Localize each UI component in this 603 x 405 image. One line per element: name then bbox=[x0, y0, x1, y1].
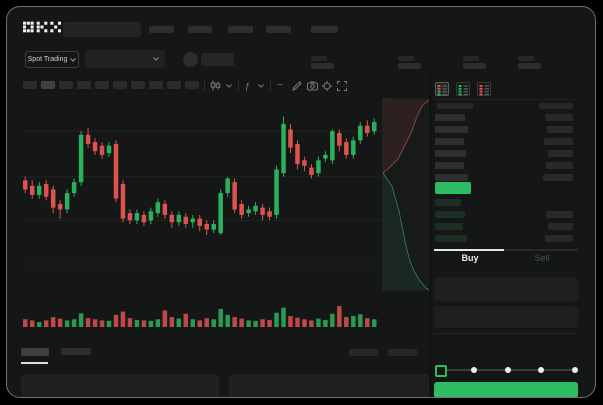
chevron-down-icon[interactable] bbox=[226, 79, 232, 92]
bid-amount bbox=[548, 223, 573, 230]
stat-value bbox=[518, 63, 541, 69]
timeframe-button[interactable] bbox=[95, 81, 109, 89]
stat-label bbox=[518, 56, 534, 61]
book-bids-view-icon[interactable] bbox=[456, 82, 470, 96]
chevron-down-icon bbox=[70, 57, 77, 62]
pair-selector[interactable] bbox=[85, 50, 165, 68]
bid-amount bbox=[545, 235, 573, 242]
bid-price[interactable] bbox=[435, 223, 463, 230]
depth-chart bbox=[382, 98, 429, 291]
slider-handle[interactable] bbox=[435, 365, 447, 377]
app-window: Spot Trading ƒ ~ Buy bbox=[6, 6, 596, 398]
market-type-label: Spot Trading bbox=[27, 56, 68, 63]
nav-item[interactable] bbox=[266, 26, 291, 33]
snapshot-icon[interactable] bbox=[307, 79, 318, 92]
candlestick-chart[interactable] bbox=[17, 97, 385, 333]
ask-price[interactable] bbox=[435, 126, 468, 133]
ask-price[interactable] bbox=[435, 138, 464, 145]
bottom-tab[interactable] bbox=[61, 348, 91, 355]
stat-value bbox=[463, 63, 486, 69]
nav-item[interactable] bbox=[228, 26, 253, 33]
stat-value bbox=[398, 63, 421, 69]
bottom-action[interactable] bbox=[388, 349, 417, 356]
nav-item[interactable] bbox=[188, 26, 212, 33]
chevron-down-icon bbox=[153, 57, 159, 61]
nav-item[interactable] bbox=[149, 26, 174, 33]
settings-icon[interactable] bbox=[322, 79, 332, 92]
timeframe-button[interactable] bbox=[113, 81, 127, 89]
stat-value bbox=[311, 63, 334, 69]
bid-price[interactable] bbox=[435, 211, 465, 218]
stat-label bbox=[398, 56, 414, 61]
bid-price[interactable] bbox=[435, 199, 461, 206]
line-style-icon[interactable]: ~ bbox=[277, 80, 283, 91]
slider-stop[interactable] bbox=[471, 367, 477, 373]
book-split-view-icon[interactable] bbox=[435, 82, 449, 96]
bottom-panel bbox=[21, 374, 219, 397]
candlestick-type-icon[interactable] bbox=[210, 79, 221, 92]
bottom-tab[interactable] bbox=[21, 348, 49, 356]
nav-item[interactable] bbox=[311, 26, 338, 33]
timeframe-button[interactable] bbox=[185, 81, 199, 89]
coin-icon bbox=[183, 52, 198, 67]
ask-price[interactable] bbox=[435, 114, 465, 121]
orderbook-col-header bbox=[539, 103, 573, 109]
slider-stop[interactable] bbox=[505, 367, 511, 373]
timeframe-button[interactable] bbox=[149, 81, 163, 89]
tab-sell[interactable]: Sell bbox=[534, 253, 550, 263]
ask-price[interactable] bbox=[435, 162, 464, 169]
timeframe-button[interactable] bbox=[59, 81, 73, 89]
tab-buy[interactable]: Buy bbox=[461, 253, 479, 263]
price-field[interactable] bbox=[434, 277, 578, 301]
pair-name-placeholder bbox=[201, 53, 234, 66]
indicators-icon[interactable]: ƒ bbox=[245, 80, 251, 91]
ask-price[interactable] bbox=[435, 174, 468, 181]
timeframe-button[interactable] bbox=[23, 81, 37, 89]
bid-price[interactable] bbox=[435, 235, 467, 242]
ask-amount bbox=[544, 138, 573, 145]
ask-amount bbox=[547, 126, 573, 133]
orderbook-col-header bbox=[437, 103, 473, 109]
chevron-down-icon[interactable] bbox=[258, 79, 264, 92]
ask-amount bbox=[546, 162, 573, 169]
stat-label bbox=[463, 56, 479, 61]
timeframe-button[interactable] bbox=[131, 81, 145, 89]
ask-amount bbox=[543, 174, 573, 181]
bottom-panel bbox=[229, 374, 429, 397]
active-tab-underline bbox=[21, 362, 48, 364]
slider-stop[interactable] bbox=[538, 367, 544, 373]
active-tab-indicator bbox=[434, 249, 504, 251]
slider-stop[interactable] bbox=[572, 367, 578, 373]
ask-amount bbox=[545, 114, 573, 121]
timeframe-button[interactable] bbox=[167, 81, 181, 89]
fullscreen-icon[interactable] bbox=[337, 79, 347, 92]
market-type-selector[interactable]: Spot Trading bbox=[25, 51, 79, 68]
bottom-action[interactable] bbox=[349, 349, 378, 356]
search-input[interactable] bbox=[63, 22, 141, 37]
amount-field[interactable] bbox=[434, 306, 578, 328]
buy-submit-button[interactable] bbox=[434, 382, 578, 397]
panel-divider bbox=[430, 73, 431, 397]
okx-logo bbox=[23, 21, 61, 33]
book-asks-view-icon[interactable] bbox=[477, 82, 491, 96]
bid-amount bbox=[546, 211, 573, 218]
ask-amount bbox=[548, 150, 573, 157]
last-price-badge[interactable] bbox=[435, 182, 471, 194]
timeframe-button[interactable] bbox=[77, 81, 91, 89]
ask-price[interactable] bbox=[435, 150, 466, 157]
draw-icon[interactable] bbox=[292, 79, 302, 92]
timeframe-button[interactable] bbox=[41, 81, 55, 89]
stat-label bbox=[311, 56, 327, 61]
